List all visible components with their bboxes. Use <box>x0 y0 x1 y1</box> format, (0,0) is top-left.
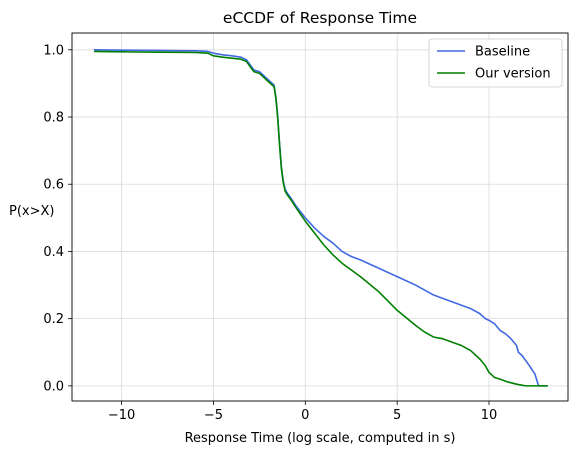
x-axis-label: Response Time (log scale, computed in s) <box>185 431 456 446</box>
y-tick-label: 0.4 <box>43 245 64 260</box>
plot-frame <box>71 32 569 402</box>
legend-label-1: Our version <box>475 67 551 82</box>
y-tick-label: 0.8 <box>43 111 64 126</box>
y-tick-label: 0.0 <box>43 379 64 394</box>
y-tick-label: 1.0 <box>43 43 64 58</box>
series-line-1 <box>94 50 548 387</box>
y-tick-label: 0.6 <box>43 178 64 193</box>
series-lines <box>94 49 548 387</box>
y-axis-label: P(x>X) <box>9 204 54 219</box>
chart-title: eCCDF of Response Time <box>223 9 417 27</box>
y-axis: 0.0 0.2 0.4 0.6 0.8 1.0 <box>43 43 72 394</box>
x-tick-label: 0 <box>301 408 309 423</box>
x-tick-label: −10 <box>108 408 135 423</box>
legend: Baseline Our version <box>428 38 563 88</box>
x-tick-label: −5 <box>204 408 223 423</box>
x-tick-label: 10 <box>481 408 498 423</box>
legend-label-0: Baseline <box>475 45 530 60</box>
x-axis: −10 −5 0 5 10 <box>108 401 497 423</box>
series-line-0 <box>94 49 548 387</box>
y-tick-label: 0.2 <box>43 312 64 327</box>
x-tick-label: 5 <box>393 408 401 423</box>
